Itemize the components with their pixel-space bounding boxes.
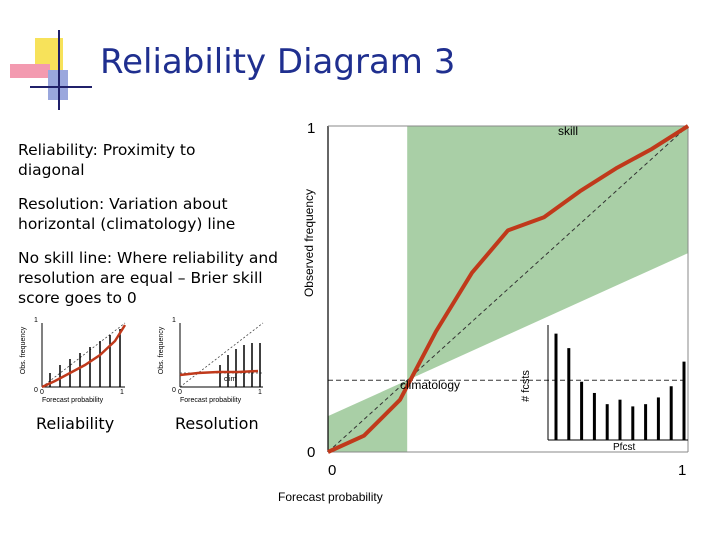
text-resolution: Resolution: Variation about horizontal (… [18, 195, 236, 233]
small-xlabel: Forecast probability [42, 397, 104, 404]
inset-y-label: # fcsts [519, 370, 532, 402]
small-xtick-left: 0 [178, 389, 182, 396]
small-xtick-right: 1 [120, 389, 124, 396]
small-reliability-curve [41, 324, 127, 389]
small-ytick-bottom: 0 [34, 387, 38, 394]
small-reliability-plot: Obs. frequency 1 0 0 1 Forecast probabil… [20, 315, 140, 405]
small-resolution-curve [179, 369, 259, 377]
inset-x-label: Pfcst [613, 442, 636, 453]
small-xtick-right: 1 [258, 389, 262, 396]
main-y-bottom-label: 0 [307, 444, 316, 461]
slide-title: Reliability Diagram 3 [100, 42, 456, 82]
logo-horizontal-line [30, 86, 92, 88]
small-reliability-svg [41, 322, 127, 389]
logo-vertical-line [58, 30, 60, 110]
skill-label: skill [558, 124, 578, 138]
small-ytick-bottom: 0 [172, 387, 176, 394]
small-ytick-top: 1 [172, 317, 176, 324]
text-reliability: Reliability: Proximity to diagonal [18, 141, 196, 179]
small-resolution-plot: Obs. frequency 1 0 clim 0 1 Forecast pro… [158, 315, 278, 405]
climatology-label: climatology [400, 378, 461, 392]
small-resolution-svg [179, 322, 264, 388]
main-x-left-label: 0 [328, 462, 337, 479]
diagonal [41, 322, 126, 388]
main-y-top-label: 1 [307, 120, 316, 137]
main-y-axis-title: Observed frequency [302, 188, 316, 298]
small-clim-label: clim [224, 376, 237, 383]
diagonal [179, 322, 264, 388]
perfect-reliability-diagonal [327, 125, 689, 453]
logo-pink-square [10, 64, 50, 78]
logo-graphic [8, 30, 98, 110]
main-x-axis-title: Forecast probability [278, 490, 383, 504]
small-xtick-left: 0 [40, 389, 44, 396]
reliability-curve [327, 124, 690, 454]
small-bars [49, 329, 121, 387]
small-xlabel: Forecast probability [180, 397, 242, 404]
caption-reliability: Reliability [36, 414, 115, 433]
forecast-count-histogram [547, 325, 688, 441]
small-ytick-top: 1 [34, 317, 38, 324]
caption-resolution: Resolution [175, 414, 259, 433]
main-x-right-label: 1 [678, 462, 687, 479]
text-noskill: No skill line: Where reliability and res… [18, 249, 278, 307]
